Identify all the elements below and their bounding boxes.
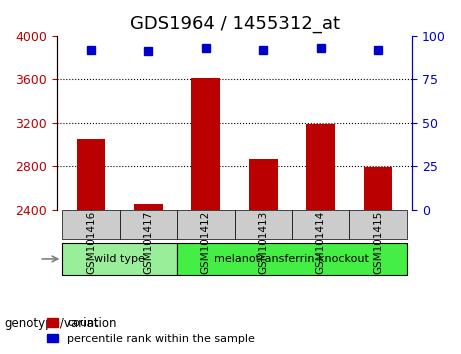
Bar [134, 205, 163, 210]
Bar [77, 139, 106, 210]
Text: GSM101413: GSM101413 [258, 211, 268, 274]
Text: genotype/variation: genotype/variation [5, 318, 117, 330]
FancyBboxPatch shape [235, 210, 292, 239]
Text: GSM101417: GSM101417 [143, 211, 154, 274]
Text: GSM101414: GSM101414 [316, 211, 325, 274]
FancyBboxPatch shape [177, 210, 235, 239]
Bar [249, 159, 278, 210]
FancyBboxPatch shape [120, 210, 177, 239]
FancyBboxPatch shape [292, 210, 349, 239]
FancyBboxPatch shape [349, 210, 407, 239]
Text: GSM101412: GSM101412 [201, 211, 211, 274]
Legend: count, percentile rank within the sample: count, percentile rank within the sample [42, 314, 259, 348]
Bar [191, 78, 220, 210]
Title: GDS1964 / 1455312_at: GDS1964 / 1455312_at [130, 15, 339, 33]
FancyBboxPatch shape [62, 210, 120, 239]
Text: GSM101415: GSM101415 [373, 211, 383, 274]
Bar [306, 124, 335, 210]
FancyBboxPatch shape [62, 242, 177, 275]
Text: wild type: wild type [95, 254, 145, 264]
Text: melanotransferrin knockout: melanotransferrin knockout [214, 254, 369, 264]
Text: GSM101416: GSM101416 [86, 211, 96, 274]
FancyBboxPatch shape [177, 242, 407, 275]
Bar [364, 167, 392, 210]
